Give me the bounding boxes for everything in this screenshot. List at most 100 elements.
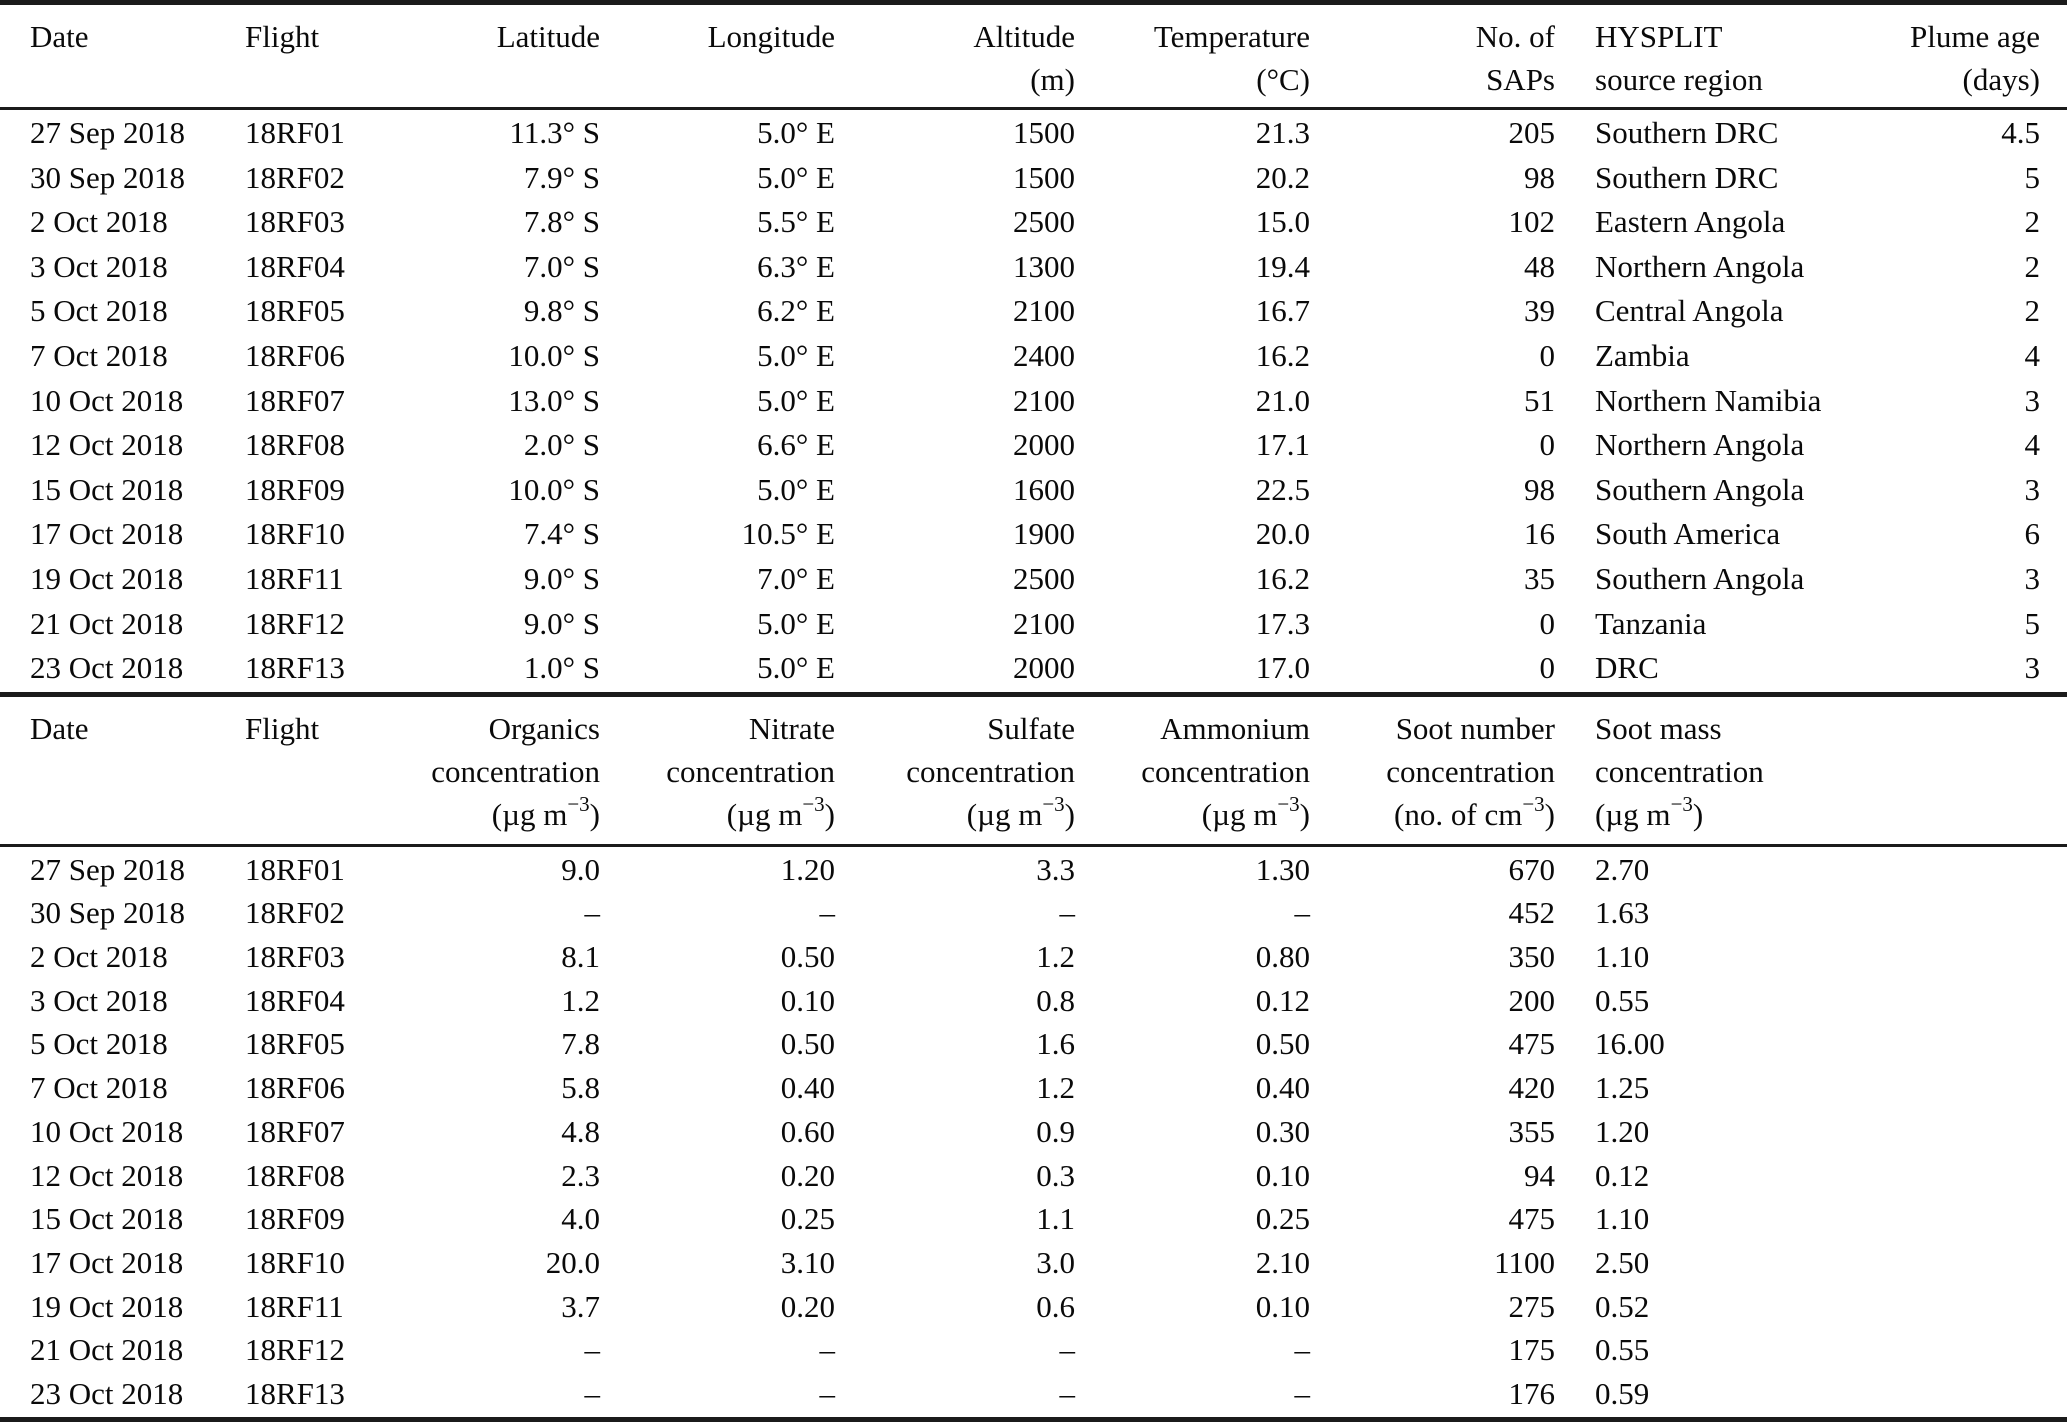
cell: 21 Oct 2018 — [30, 1332, 184, 1368]
table-row: 27 Sep 2018 18RF01 9.0 1.20 3.3 1.30 670 2.70 — [0, 848, 2067, 892]
cell: 1.10 — [1595, 939, 1650, 975]
cell: – — [819, 1332, 836, 1368]
cell: 102 — [1508, 204, 1556, 240]
cell: 17.0 — [1255, 650, 1310, 686]
header-spacer — [1855, 707, 2040, 836]
cell: 18RF02 — [245, 159, 345, 195]
table-row: 19 Oct 2018 18RF11 3.7 0.20 0.6 0.10 275 0.52 — [0, 1285, 2067, 1329]
column-header: No. of SAPs — [1475, 19, 1555, 97]
cell: 10 Oct 2018 — [30, 382, 184, 418]
cell: 18RF07 — [245, 382, 345, 418]
cell: 15 Oct 2018 — [30, 1201, 184, 1237]
cell: 2.10 — [1255, 1244, 1310, 1280]
cell: 2100 — [1013, 293, 1075, 329]
cell: Southern Angola — [1595, 560, 1805, 596]
cell: 0.9 — [1036, 1113, 1075, 1149]
cell: 20.0 — [545, 1244, 600, 1280]
cell: 200 — [1508, 982, 1556, 1018]
column-header: Longitude — [707, 19, 835, 54]
cell: 7.0° E — [757, 560, 835, 596]
cell: – — [584, 895, 601, 931]
cell: 23 Oct 2018 — [30, 650, 184, 686]
cell: 51 — [1524, 382, 1555, 418]
cell: 0 — [1539, 427, 1556, 463]
cell: 0 — [1539, 650, 1556, 686]
column-header: Nitrate concentration (µg m−3) — [666, 710, 835, 832]
cell: 0.20 — [780, 1288, 835, 1324]
cell — [1855, 1066, 2040, 1110]
cell: 8.1 — [561, 939, 600, 975]
cell: 1300 — [1013, 248, 1075, 284]
cell: Central Angola — [1595, 293, 1784, 329]
cell: 20.2 — [1255, 159, 1310, 195]
cell: 18RF10 — [245, 516, 345, 552]
column-header: Sulfate concentration (µg m−3) — [906, 710, 1075, 832]
column-header: Temperature (°C) — [1153, 19, 1310, 97]
table-row: 10 Oct 2018 18RF07 4.8 0.60 0.9 0.30 355 1.20 — [0, 1110, 2067, 1154]
cell: 0.8 — [1036, 982, 1075, 1018]
cell: 0.60 — [780, 1113, 835, 1149]
cell: 18RF01 — [245, 851, 345, 887]
cell: 5.0° E — [757, 605, 835, 641]
cell: 1.10 — [1595, 1201, 1650, 1237]
cell: 7.8 — [561, 1026, 600, 1062]
column-header: Ammonium concentration (µg m−3) — [1141, 710, 1310, 832]
cell: 0.55 — [1595, 1332, 1650, 1368]
table1-header-rule — [0, 107, 2067, 110]
cell: 0.50 — [780, 1026, 835, 1062]
cell: 7.8° S — [523, 204, 600, 240]
cell: 22.5 — [1255, 471, 1310, 507]
table1-top-rule — [0, 0, 2067, 5]
table-row: 7 Oct 2018 18RF06 10.0° S 5.0° E 2400 16.2 0 Za… — [0, 334, 2067, 379]
table-row: 27 Sep 2018 18RF01 11.3° S 5.0° E 1500 21.3 20… — [0, 111, 2067, 156]
cell: 0.40 — [780, 1070, 835, 1106]
cell: 0.59 — [1595, 1375, 1650, 1411]
cell: 12 Oct 2018 — [30, 1157, 184, 1193]
cell: 18RF11 — [245, 560, 344, 596]
cell: – — [1294, 1375, 1311, 1411]
cell — [1855, 979, 2040, 1023]
cell: 7 Oct 2018 — [30, 1070, 168, 1106]
cell: 1.20 — [780, 851, 835, 887]
column-header: Soot number concentration (no. of cm−3) — [1386, 710, 1555, 832]
cell: 9.0 — [561, 851, 600, 887]
table-row: 3 Oct 2018 18RF04 1.2 0.10 0.8 0.12 200 0.55 — [0, 979, 2067, 1023]
cell: 17.1 — [1255, 427, 1310, 463]
cell: 5.0° E — [757, 115, 835, 150]
cell: 0.12 — [1595, 1157, 1650, 1193]
cell: 10 Oct 2018 — [30, 1113, 184, 1149]
cell: 1500 — [1013, 159, 1075, 195]
cell — [1855, 1285, 2040, 1329]
cell: 6.6° E — [757, 427, 835, 463]
table-row: 30 Sep 2018 18RF02 – – – – 452 1.63 — [0, 891, 2067, 935]
column-header: Altitude (m) — [973, 19, 1075, 97]
cell: 0 — [1539, 337, 1556, 373]
cell: 5 Oct 2018 — [30, 293, 168, 329]
cell: 21 Oct 2018 — [30, 605, 184, 641]
cell: 0.50 — [1255, 1026, 1310, 1062]
cell: 21.0 — [1255, 382, 1310, 418]
cell: 6.2° E — [757, 293, 835, 329]
table-row: 17 Oct 2018 18RF10 20.0 3.10 3.0 2.10 1100 2.50 — [0, 1241, 2067, 1285]
cell: 18RF07 — [245, 1113, 345, 1149]
cell: 5.0° E — [757, 337, 835, 373]
cell — [1855, 848, 2040, 892]
cell: 3.10 — [780, 1244, 835, 1280]
table-row: 21 Oct 2018 18RF12 9.0° S 5.0° E 2100 17.3 0 Ta… — [0, 602, 2067, 647]
cell: 35 — [1524, 560, 1555, 596]
cell — [1855, 891, 2040, 935]
cell: 11.3° S — [509, 115, 601, 150]
column-header: Soot mass concentration (µg m−3) — [1595, 710, 1764, 832]
cell — [1855, 1328, 2040, 1372]
cell: 18RF05 — [245, 293, 345, 329]
cell: 0.40 — [1255, 1070, 1310, 1106]
cell: 10.0° S — [508, 471, 600, 507]
cell: 27 Sep 2018 — [30, 115, 185, 150]
cell: 16.00 — [1595, 1026, 1665, 1062]
cell: 23 Oct 2018 — [30, 1375, 184, 1411]
cell: 2 — [2024, 204, 2041, 240]
cell: 18RF09 — [245, 1201, 345, 1237]
column-header: Date — [30, 19, 89, 54]
table-row: 15 Oct 2018 18RF09 10.0° S 5.0° E 1600 22.5 98… — [0, 468, 2067, 513]
